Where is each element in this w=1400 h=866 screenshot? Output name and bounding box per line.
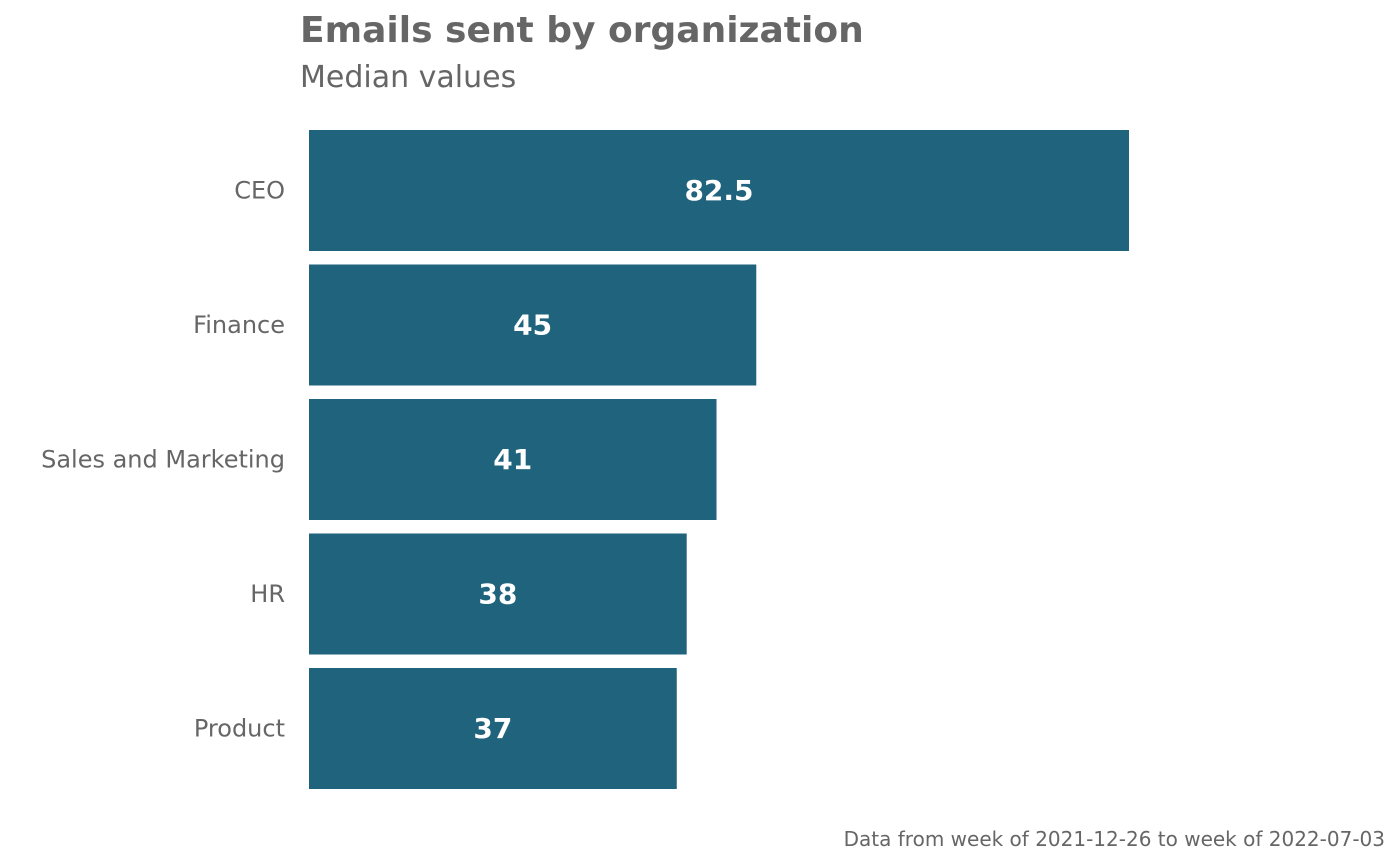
bar-hr: [309, 533, 687, 655]
bar-value-label-ceo: 82.5: [684, 174, 753, 207]
chart-title: Emails sent by organization: [300, 10, 864, 51]
bar-finance: [309, 264, 757, 386]
bar-value-label-product: 37: [473, 712, 512, 745]
bar-value-label-finance: 45: [513, 309, 552, 342]
bar-value-label-sales-and-marketing: 41: [493, 443, 532, 476]
bars-group: CEO 82.5 Finance 45 Sales and Marketing 41 HR 3…: [41, 130, 1129, 789]
category-label-finance: Finance: [193, 311, 285, 339]
category-label-sales-and-marketing: Sales and Marketing: [41, 446, 285, 474]
category-label-product: Product: [194, 715, 285, 743]
bar-ceo: [309, 130, 1129, 251]
category-label-ceo: CEO: [234, 177, 285, 205]
bar-value-label-hr: 38: [478, 578, 517, 611]
chart-caption: Data from week of 2021-12-26 to week of …: [844, 827, 1385, 851]
bar-sales-and-marketing: [309, 399, 717, 520]
category-label-hr: HR: [250, 580, 285, 608]
chart-subtitle: Median values: [300, 60, 516, 95]
bar-product: [309, 668, 677, 789]
